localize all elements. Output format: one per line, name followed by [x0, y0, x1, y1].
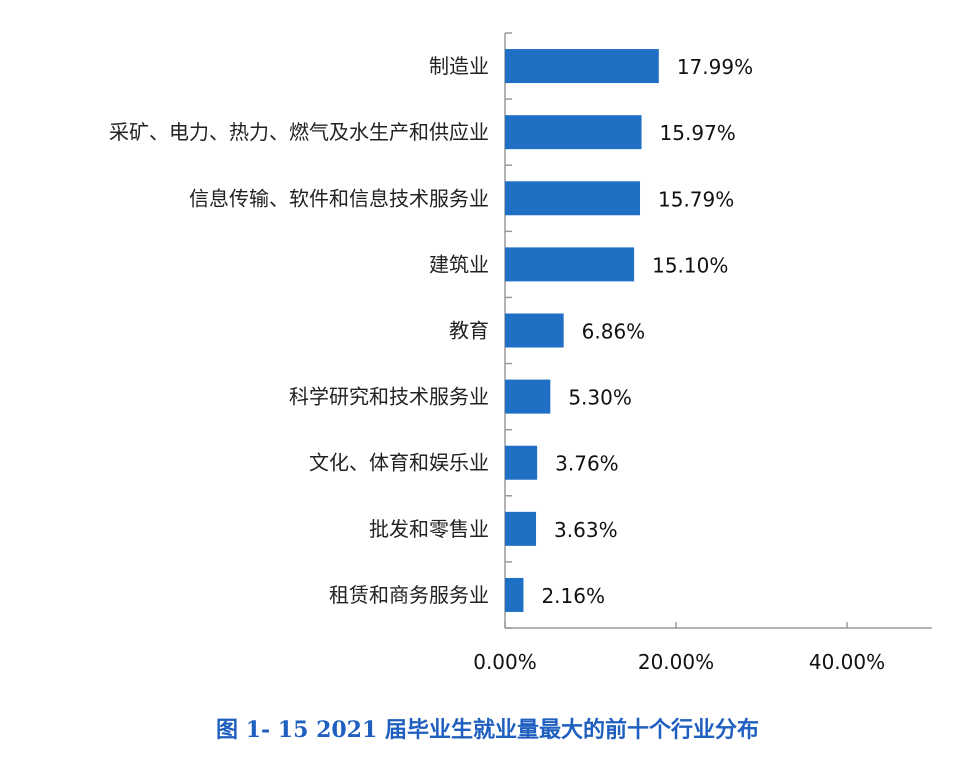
- bar: [505, 313, 564, 348]
- bar: [505, 379, 551, 414]
- bar: [505, 49, 659, 84]
- bar: [505, 115, 642, 150]
- value-label: 17.99%: [677, 55, 753, 79]
- category-label: 制造业: [429, 54, 489, 78]
- value-label: 6.86%: [582, 320, 646, 344]
- bar: [505, 445, 538, 480]
- bar: [505, 181, 641, 216]
- category-label: 文化、体育和娱乐业: [309, 451, 489, 475]
- bar: [505, 247, 635, 282]
- value-label: 2.16%: [541, 584, 605, 608]
- category-label: 科学研究和技术服务业: [289, 385, 489, 409]
- value-label: 3.63%: [554, 518, 618, 542]
- category-label: 采矿、电力、热力、燃气及水生产和供应业: [109, 120, 489, 144]
- bar: [505, 577, 524, 612]
- bar-chart: 0.00% 20.00% 40.00% 制造业 17.99% 采矿、电力、热力、燃气及水生…: [109, 32, 932, 674]
- value-label: 15.79%: [658, 187, 734, 211]
- category-label: 信息传输、软件和信息技术服务业: [189, 186, 489, 210]
- x-tick-label: 40.00%: [809, 650, 885, 674]
- value-label: 15.10%: [652, 253, 728, 277]
- category-label: 租赁和商务服务业: [329, 583, 489, 607]
- category-label: 批发和零售业: [369, 517, 489, 541]
- chart-title: 图 1- 15 2021 届毕业生就业量最大的前十个行业分布: [216, 717, 759, 743]
- value-label: 5.30%: [568, 386, 632, 410]
- bar: [505, 511, 537, 546]
- x-tick-label: 0.00%: [473, 650, 537, 674]
- value-label: 3.76%: [555, 452, 619, 476]
- x-tick-label: 20.00%: [638, 650, 714, 674]
- category-label: 建筑业: [429, 252, 489, 276]
- value-label: 15.97%: [660, 121, 736, 145]
- category-label: 教育: [449, 319, 489, 343]
